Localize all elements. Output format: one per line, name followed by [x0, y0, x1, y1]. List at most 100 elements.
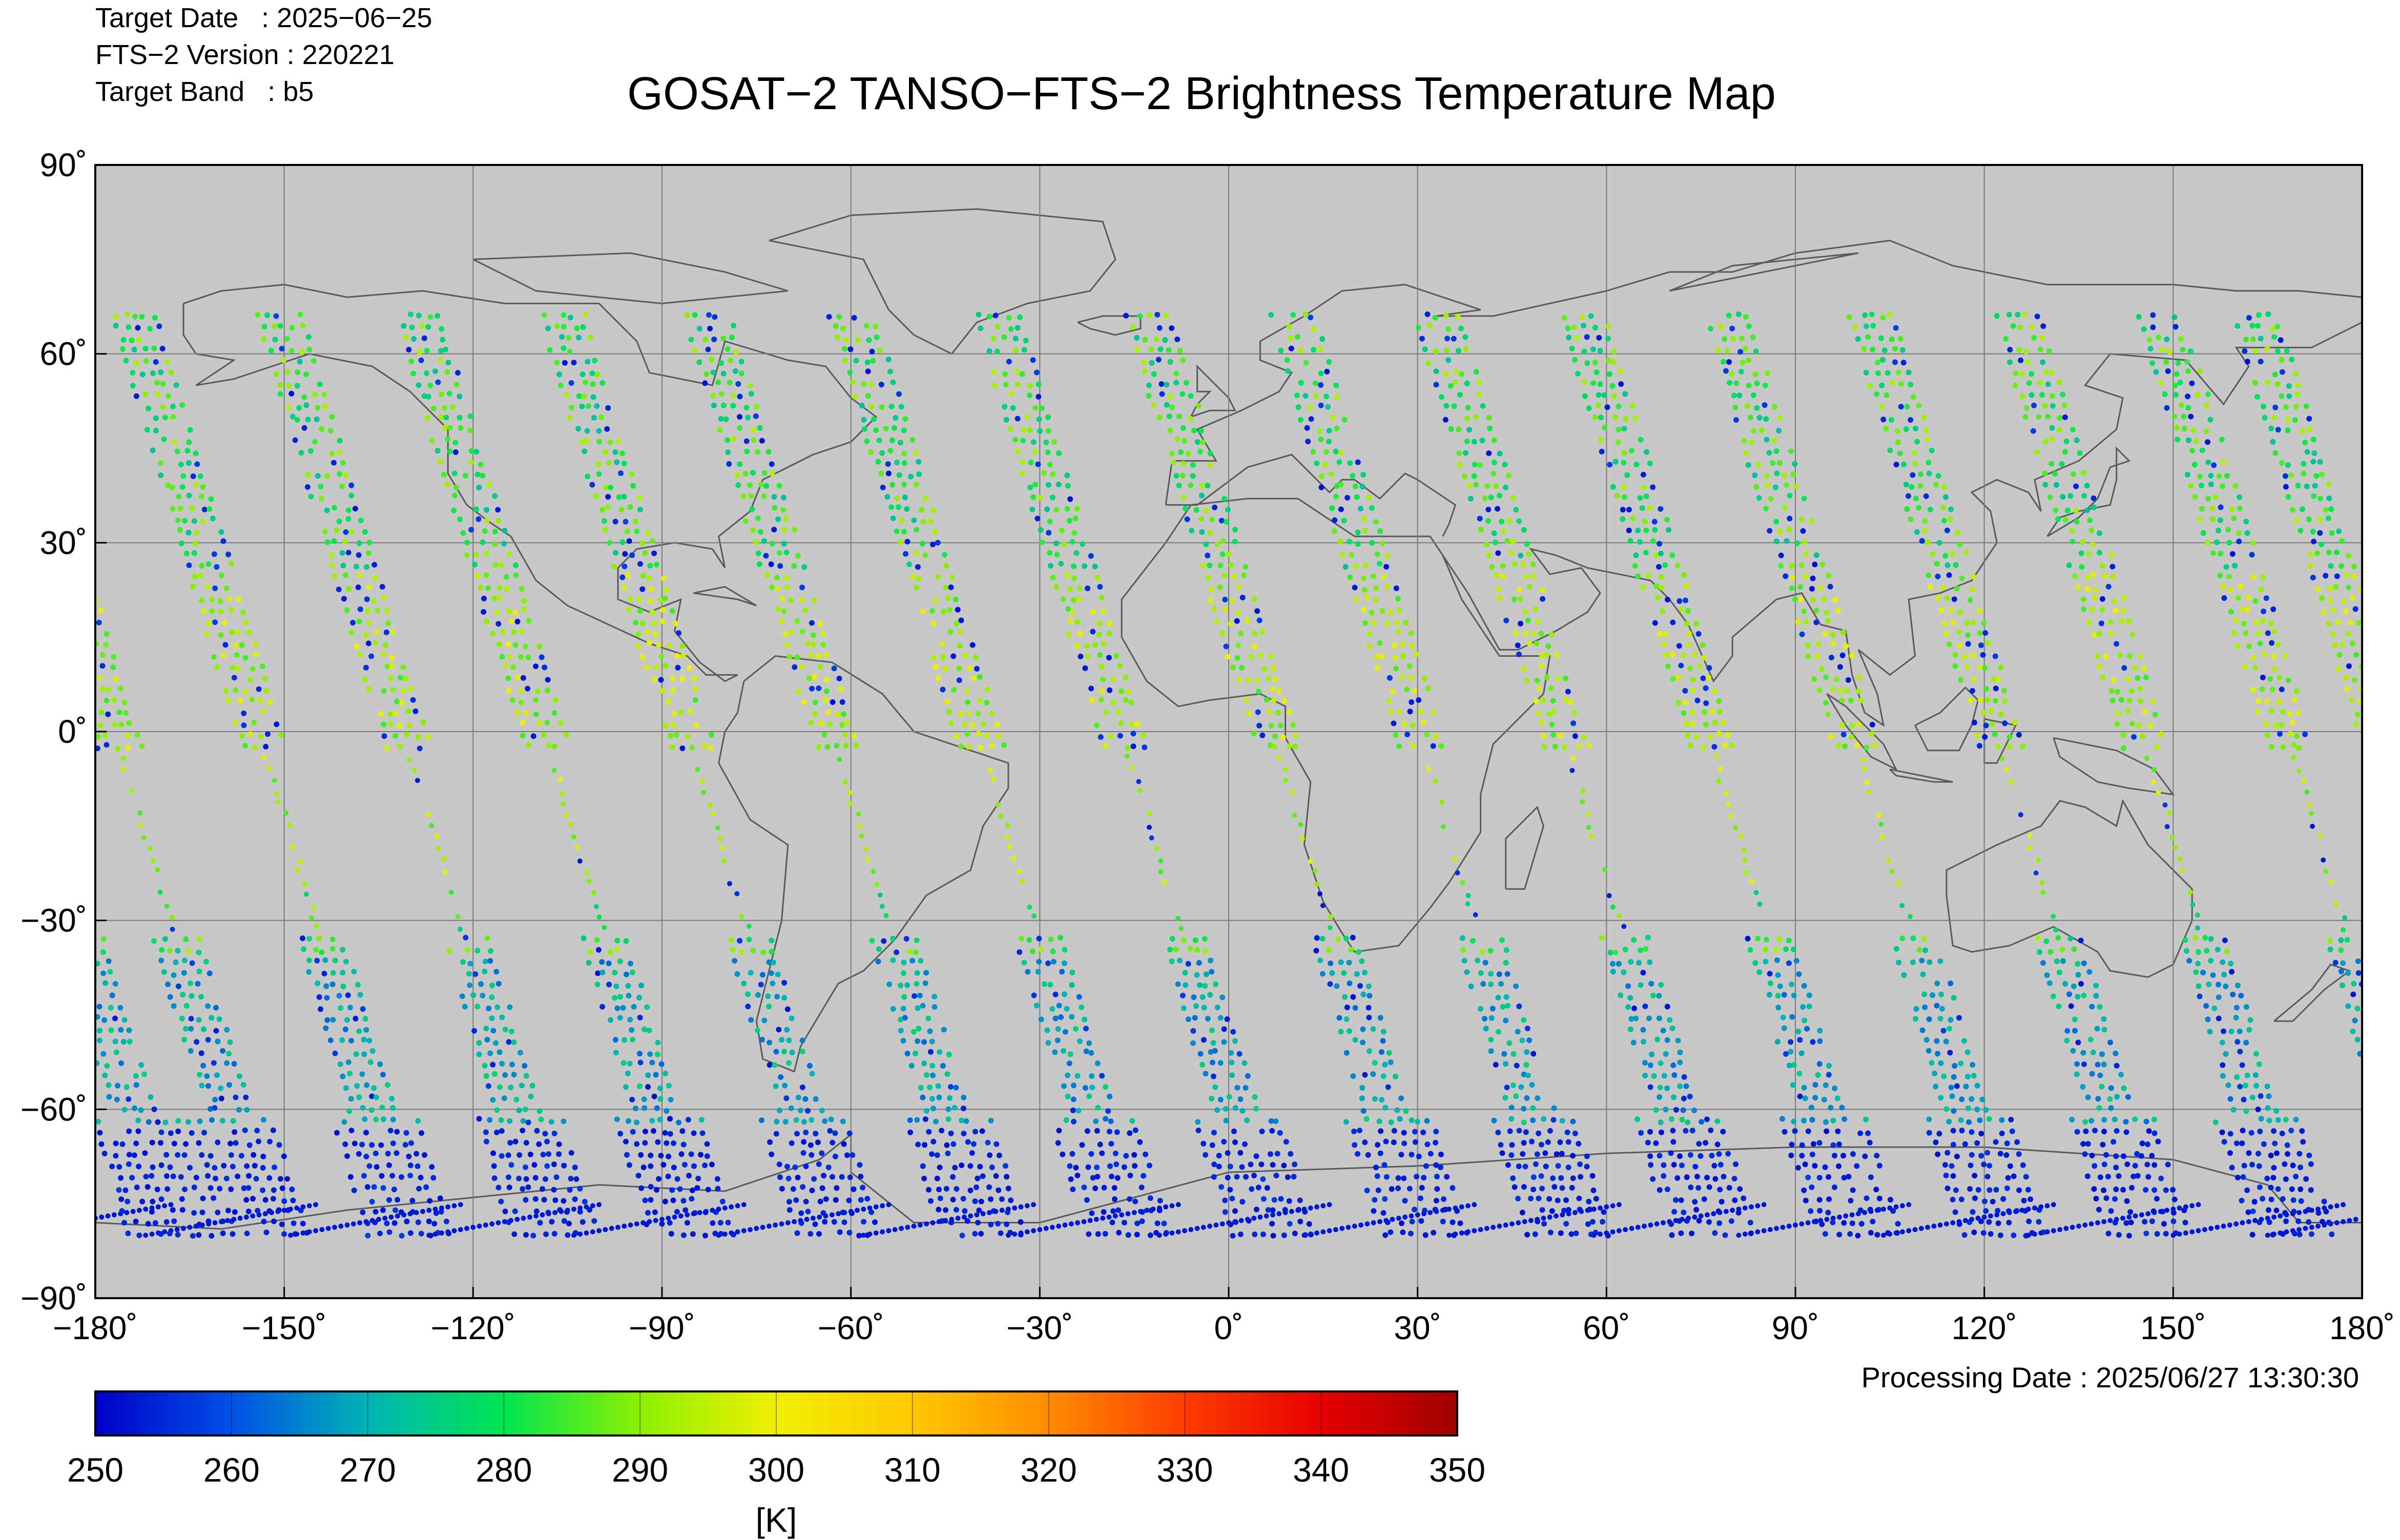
- observation-point: [1287, 1221, 1293, 1227]
- observation-point: [1738, 368, 1744, 374]
- observation-point: [1201, 1224, 1206, 1230]
- observation-point: [745, 991, 751, 997]
- observation-point: [2274, 324, 2281, 330]
- observation-point: [346, 1108, 353, 1114]
- observation-point: [834, 1185, 840, 1191]
- observation-point: [1680, 1107, 1686, 1113]
- observation-point: [606, 960, 612, 966]
- observation-point: [242, 655, 249, 661]
- observation-point: [919, 540, 925, 547]
- observation-point: [129, 337, 135, 343]
- observation-point: [382, 1215, 388, 1221]
- observation-point: [424, 414, 430, 421]
- observation-point: [783, 1095, 790, 1101]
- observation-point: [799, 1049, 805, 1054]
- observation-point: [1791, 946, 1796, 952]
- observation-point: [576, 393, 582, 399]
- observation-point: [735, 482, 741, 488]
- observation-point: [546, 1211, 551, 1217]
- observation-point: [784, 642, 790, 648]
- observation-point: [685, 734, 691, 740]
- observation-point: [1325, 404, 1331, 410]
- observation-point: [636, 1083, 643, 1089]
- observation-point: [1264, 697, 1270, 703]
- observation-point: [245, 1209, 252, 1215]
- observation-point: [901, 994, 907, 1000]
- observation-point: [130, 1209, 136, 1214]
- observation-point: [1060, 596, 1066, 602]
- observation-point: [1809, 1117, 1815, 1123]
- observation-point: [1934, 560, 1940, 567]
- observation-point: [1786, 527, 1792, 533]
- observation-point: [1465, 405, 1471, 411]
- observation-point: [1082, 1016, 1088, 1023]
- observation-point: [948, 1130, 954, 1136]
- observation-point: [2036, 1219, 2042, 1225]
- observation-point: [329, 981, 336, 987]
- observation-point: [1990, 1199, 1996, 1204]
- observation-point: [218, 632, 224, 638]
- observation-point: [2293, 371, 2299, 377]
- observation-point: [1823, 1082, 1829, 1088]
- observation-point: [1684, 1174, 1690, 1180]
- observation-point: [494, 1004, 501, 1010]
- observation-point: [1121, 1164, 1127, 1170]
- observation-point: [1658, 1060, 1664, 1066]
- observation-point: [1169, 1203, 1175, 1209]
- observation-point: [1108, 1118, 1114, 1125]
- observation-point: [779, 596, 785, 602]
- observation-point: [1149, 360, 1155, 366]
- observation-point: [2101, 1027, 2107, 1033]
- observation-point: [467, 982, 473, 988]
- observation-point: [1755, 935, 1761, 942]
- observation-point: [889, 437, 896, 443]
- observation-point: [556, 371, 563, 378]
- observation-point: [1846, 1174, 1852, 1180]
- observation-point: [739, 914, 744, 920]
- observation-point: [399, 1233, 405, 1239]
- observation-point: [165, 981, 171, 987]
- observation-point: [1274, 1151, 1280, 1157]
- coastline: [1121, 497, 1551, 953]
- observation-point: [1755, 462, 1762, 468]
- observation-point: [1664, 1085, 1670, 1091]
- observation-point: [2078, 938, 2084, 944]
- observation-point: [946, 709, 952, 715]
- observation-point: [1424, 311, 1431, 317]
- observation-point: [1530, 1187, 1537, 1193]
- observation-point: [413, 1210, 419, 1215]
- observation-point: [251, 720, 257, 725]
- observation-point: [1628, 959, 1634, 965]
- observation-point: [1029, 948, 1036, 954]
- observation-point: [1963, 1084, 1969, 1090]
- observation-point: [272, 778, 277, 783]
- observation-point: [795, 1094, 801, 1100]
- observation-point: [1488, 494, 1494, 501]
- observation-point: [1677, 1153, 1683, 1159]
- observation-point: [1678, 1197, 1684, 1203]
- observation-point: [1919, 538, 1925, 544]
- observation-point: [410, 370, 417, 377]
- observation-point: [1840, 1153, 1846, 1159]
- observation-point: [1763, 959, 1769, 965]
- observation-point: [1053, 584, 1060, 590]
- observation-point: [1301, 1233, 1307, 1238]
- observation-point: [2050, 993, 2056, 1000]
- observation-point: [1089, 1210, 1095, 1216]
- observation-point: [1084, 643, 1090, 649]
- observation-point: [1287, 743, 1293, 749]
- observation-point: [1588, 313, 1594, 319]
- observation-point: [1065, 483, 1071, 489]
- observation-point: [1464, 969, 1470, 975]
- observation-point: [1816, 1175, 1823, 1181]
- observation-point: [1092, 642, 1098, 648]
- observation-point: [561, 1218, 567, 1224]
- observation-point: [1353, 597, 1359, 603]
- observation-point: [343, 572, 349, 578]
- observation-point: [911, 517, 917, 524]
- observation-point: [1150, 1206, 1156, 1212]
- observation-point: [1817, 1208, 1823, 1214]
- observation-point: [1753, 348, 1759, 355]
- observation-point: [1815, 1072, 1821, 1078]
- observation-point: [1723, 368, 1729, 374]
